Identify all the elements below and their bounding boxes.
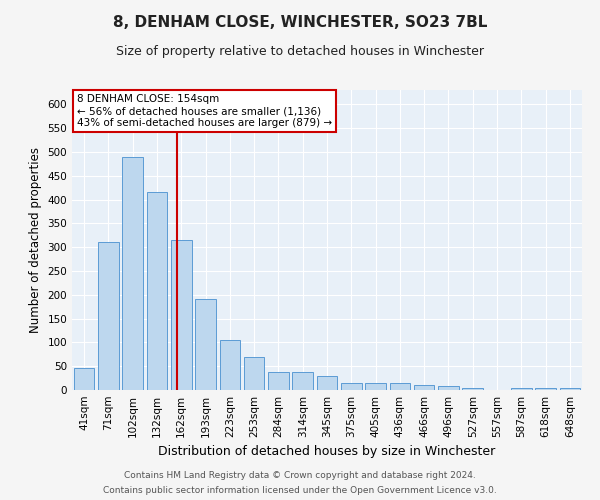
Bar (268, 372, 289, 390)
Bar (317, 376, 337, 390)
Bar (292, 372, 313, 390)
Text: Contains HM Land Registry data © Crown copyright and database right 2024.: Contains HM Land Registry data © Crown c… (124, 471, 476, 480)
Bar (365, 383, 386, 390)
Bar (463, 388, 483, 390)
Bar (511, 388, 532, 390)
Bar (195, 298, 216, 390)
Text: 8, DENHAM CLOSE, WINCHESTER, SO23 7BL: 8, DENHAM CLOSE, WINCHESTER, SO23 7BL (113, 15, 487, 30)
Bar (171, 240, 191, 390)
Text: Contains public sector information licensed under the Open Government Licence v3: Contains public sector information licen… (103, 486, 497, 495)
Bar (122, 156, 143, 390)
Bar (535, 388, 556, 390)
Bar (244, 356, 265, 390)
Y-axis label: Number of detached properties: Number of detached properties (29, 147, 42, 333)
X-axis label: Distribution of detached houses by size in Winchester: Distribution of detached houses by size … (158, 446, 496, 458)
Bar (74, 368, 94, 390)
Bar (341, 384, 362, 390)
Bar (98, 242, 119, 390)
Bar (414, 385, 434, 390)
Text: Size of property relative to detached houses in Winchester: Size of property relative to detached ho… (116, 45, 484, 58)
Bar (438, 386, 459, 390)
Text: 8 DENHAM CLOSE: 154sqm
← 56% of detached houses are smaller (1,136)
43% of semi-: 8 DENHAM CLOSE: 154sqm ← 56% of detached… (77, 94, 332, 128)
Bar (220, 340, 240, 390)
Bar (560, 388, 580, 390)
Bar (146, 192, 167, 390)
Bar (389, 383, 410, 390)
